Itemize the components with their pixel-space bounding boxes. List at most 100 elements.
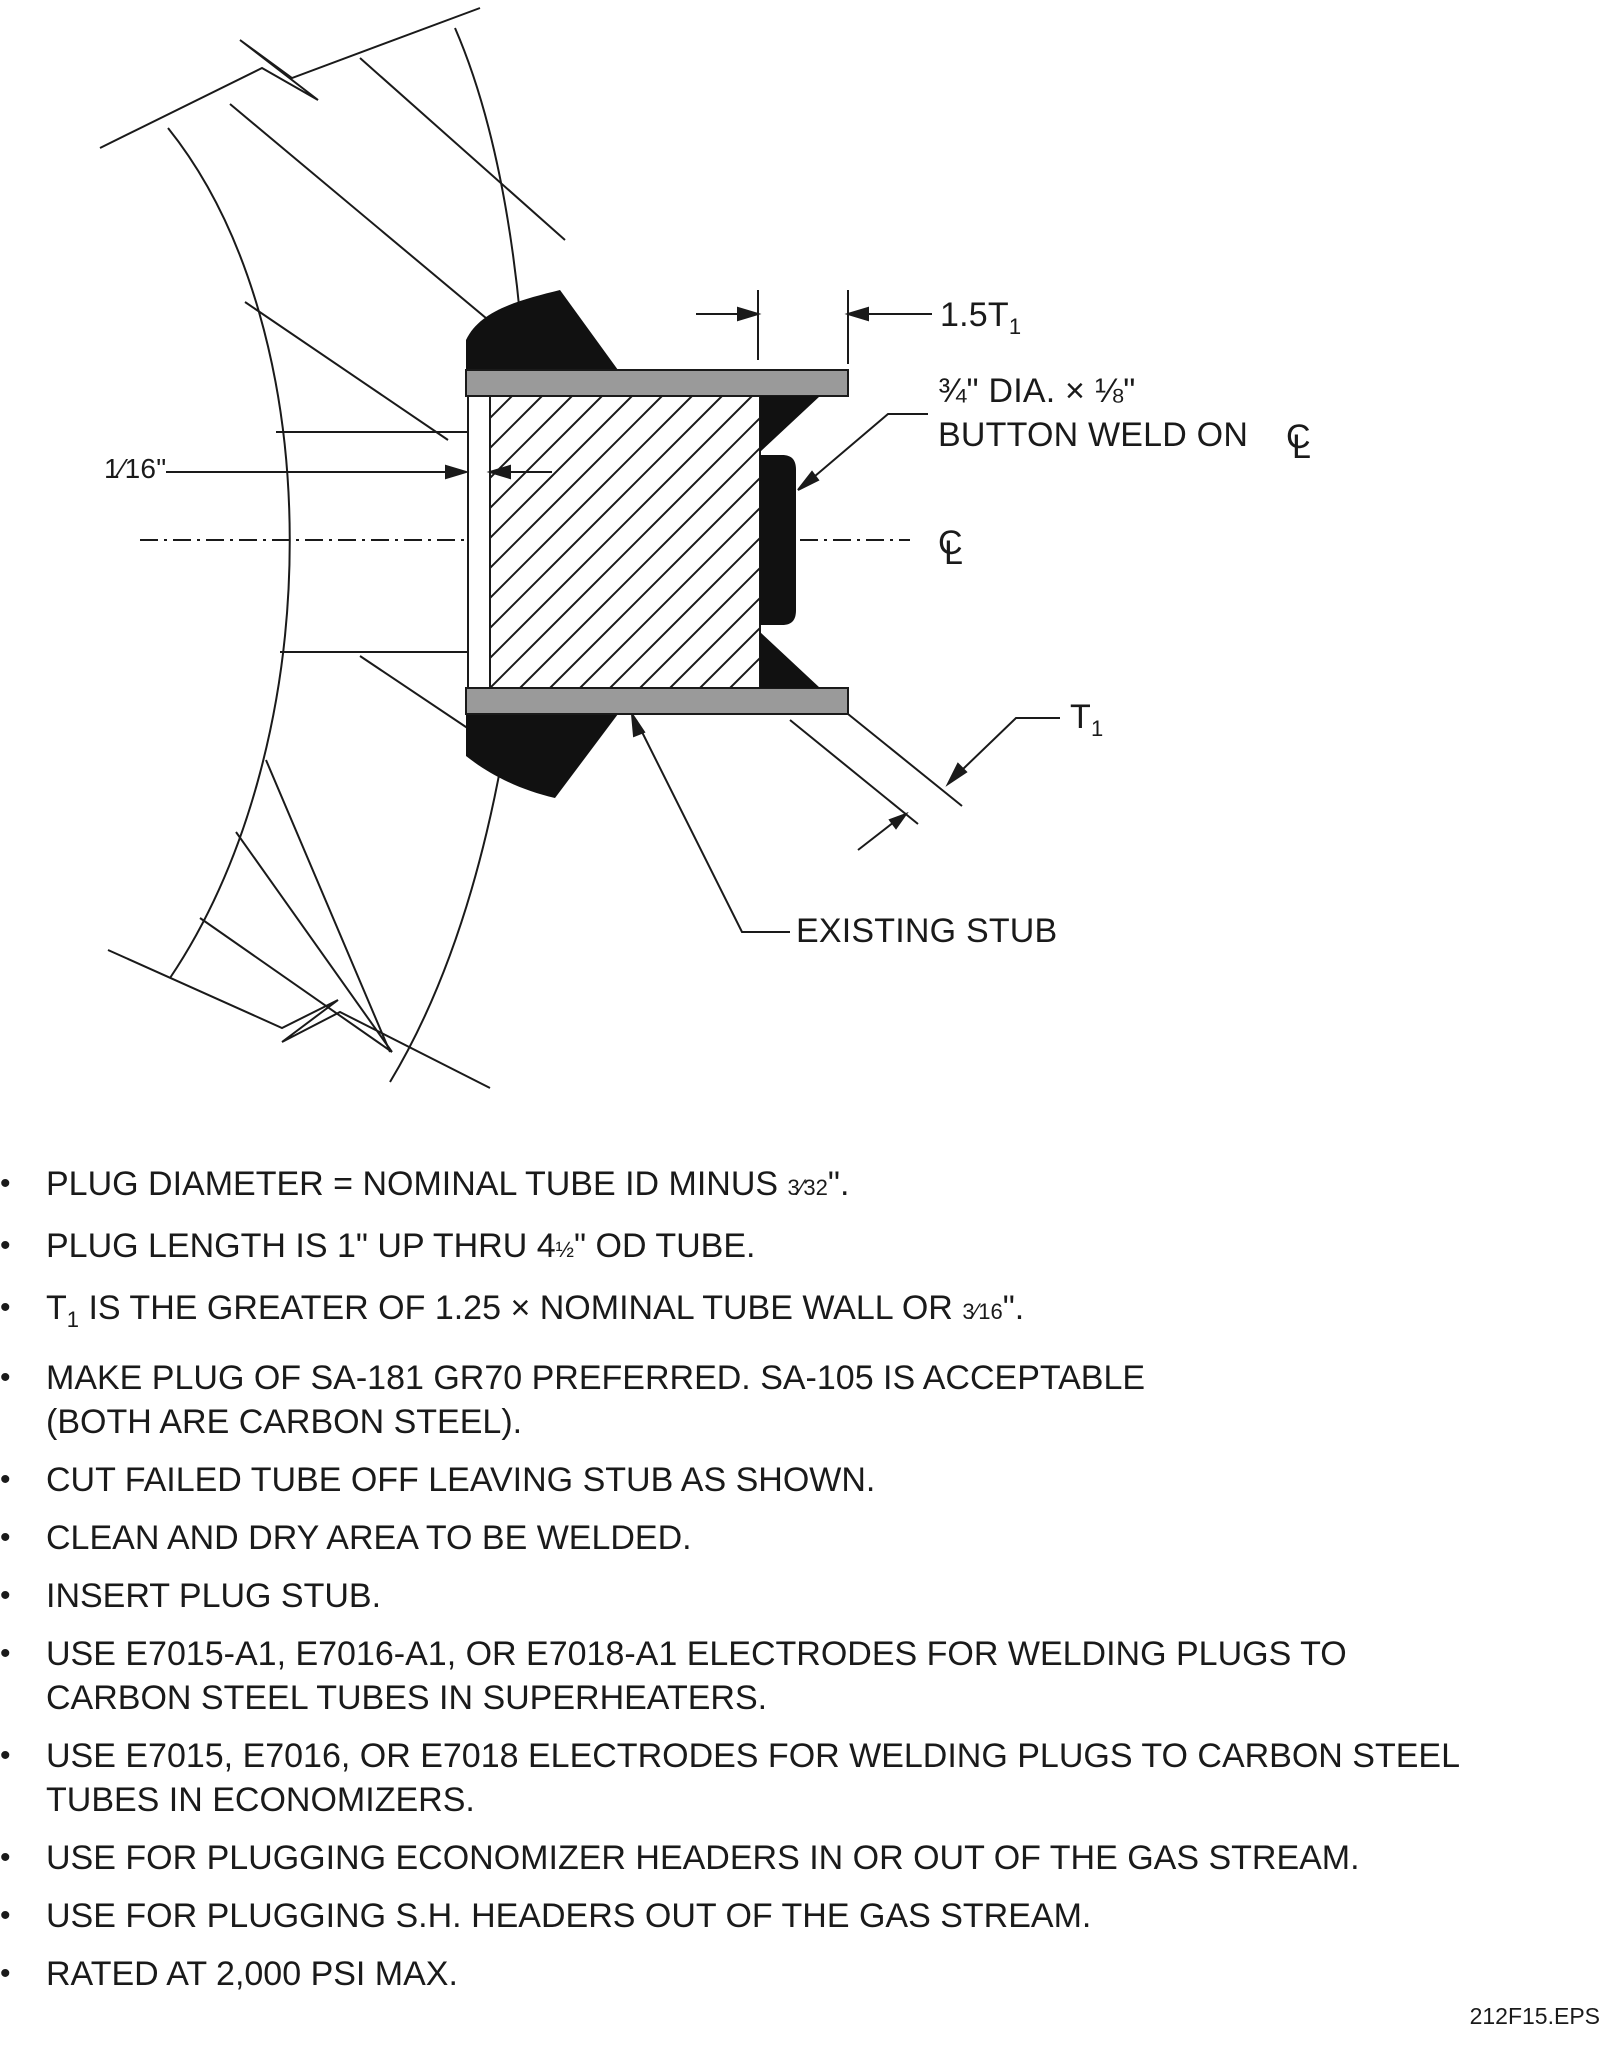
dim-1-5t1 <box>696 290 932 364</box>
bore-hole <box>276 431 468 653</box>
hatch-line <box>490 396 573 480</box>
dim-1-5t1-label: 1.5T1 <box>940 296 1021 346</box>
bullet: • <box>0 1463 11 1496</box>
hatch-line <box>490 396 543 450</box>
note-item: • USE E7015-A1, E7016-A1, OR E7018-A1 ELE… <box>0 1632 1586 1720</box>
button-weld-size: ¾" DIA. × ⅛" <box>938 372 1136 410</box>
hatch-line <box>490 396 663 570</box>
note-item: • PLUG DIAMETER = NOMINAL TUBE ID MINUS 3… <box>0 1162 1586 1210</box>
note-text: ". <box>1002 1289 1025 1327</box>
top-break-line <box>99 7 481 149</box>
note-text-cont: CARBON STEEL TUBES IN SUPERHEATERS. <box>46 1679 768 1717</box>
existing-stub-text: EXISTING STUB <box>796 912 1058 950</box>
note-text: ". <box>827 1165 850 1203</box>
hatch-line <box>490 396 633 540</box>
plug-hatch-lines <box>190 396 760 688</box>
hatch-line <box>609 536 760 688</box>
plug-gap <box>467 395 491 689</box>
t1-text: T <box>1070 698 1091 736</box>
note-text: USE E7015, E7016, OR E7018 ELECTRODES FO… <box>46 1737 1461 1775</box>
note-fraction: ½ <box>555 1237 574 1262</box>
note-text: MAKE PLUG OF SA-181 GR70 PREFERRED. SA-1… <box>46 1359 1146 1397</box>
note-text: PLUG LENGTH IS 1" UP THRU 4 <box>46 1227 556 1265</box>
note-fraction: 3⁄16 <box>962 1299 1003 1324</box>
cl-c: C <box>938 524 963 562</box>
hatch-line <box>490 396 603 510</box>
t1-subscript: 1 <box>1090 716 1104 741</box>
button-weld-label-line2: BUTTON WELD ON <box>938 416 1248 454</box>
bullet: • <box>0 1361 11 1394</box>
hatch-line <box>490 396 723 630</box>
note-item: • USE FOR PLUGGING ECONOMIZER HEADERS IN … <box>0 1836 1586 1880</box>
note-text: T <box>46 1289 67 1327</box>
notes-list: • PLUG DIAMETER = NOMINAL TUBE ID MINUS 3… <box>0 1162 1605 2010</box>
hatch-line <box>579 506 760 688</box>
note-item: • RATED AT 2,000 PSI MAX. <box>0 1952 1586 1996</box>
button-weld-leader <box>797 413 928 491</box>
end-weld-bottom <box>760 632 820 688</box>
note-item: • USE FOR PLUGGING S.H. HEADERS OUT OF TH… <box>0 1894 1586 1938</box>
bullet: • <box>0 1739 11 1772</box>
tube-wall-top <box>465 369 849 397</box>
plug-body <box>190 396 760 688</box>
hatch-line <box>669 596 760 688</box>
note-text: IS THE GREATER OF 1.25 × NOMINAL TUBE WA… <box>79 1289 963 1327</box>
bullet: • <box>0 1579 11 1612</box>
header-weld-bottom <box>466 714 618 798</box>
note-text: USE E7015-A1, E7016-A1, OR E7018-A1 ELEC… <box>46 1635 1347 1673</box>
t1-label: T1 <box>1070 698 1103 748</box>
note-item: • MAKE PLUG OF SA-181 GR70 PREFERRED. SA-… <box>0 1356 1586 1444</box>
note-text: USE FOR PLUGGING S.H. HEADERS OUT OF THE… <box>46 1897 1092 1935</box>
note-text: " OD TUBE. <box>573 1227 756 1265</box>
note-text-cont: TUBES IN ECONOMIZERS. <box>46 1781 475 1819</box>
note-item: • PLUG LENGTH IS 1" UP THRU 4½" OD TUBE. <box>0 1224 1586 1272</box>
note-item: • INSERT PLUG STUB. <box>0 1574 1586 1618</box>
note-text: INSERT PLUG STUB. <box>46 1577 382 1615</box>
file-reference: 212F15.EPS <box>1469 2003 1600 2029</box>
dim-gap <box>166 464 552 480</box>
button-weld-label-line1: ¾" DIA. × ⅛" <box>938 372 1136 410</box>
note-subscript: 1 <box>66 1307 80 1332</box>
note-text: RATED AT 2,000 PSI MAX. <box>46 1955 458 1993</box>
bullet: • <box>0 1167 11 1200</box>
hatch-line <box>490 396 693 600</box>
gap-dim-label: 1⁄16" <box>104 450 166 488</box>
bullet: • <box>0 1291 11 1324</box>
note-item: • CLEAN AND DRY AREA TO BE WELDED. <box>0 1516 1586 1560</box>
header-wall <box>99 7 529 1089</box>
note-text: PLUG DIAMETER = NOMINAL TUBE ID MINUS <box>46 1165 788 1203</box>
note-text: USE FOR PLUGGING ECONOMIZER HEADERS IN O… <box>46 1839 1360 1877</box>
bullet: • <box>0 1521 11 1554</box>
note-text-cont: (BOTH ARE CARBON STEEL). <box>46 1403 523 1441</box>
button-weld-text: BUTTON WELD ON <box>938 416 1249 454</box>
bullet: • <box>0 1957 11 1990</box>
hatch-line <box>549 476 760 688</box>
dim-1-5t1-text: 1.5T <box>940 296 1009 334</box>
tube-wall-bottom <box>465 687 849 715</box>
note-item: • USE E7015, E7016, OR E7018 ELECTRODES F… <box>0 1734 1586 1822</box>
dim-1-5t1-subscript: 1 <box>1008 314 1022 339</box>
existing-stub-label: EXISTING STUB <box>796 912 1057 950</box>
cl-l: L <box>1292 428 1311 466</box>
gap-dim-text: 1⁄16" <box>104 453 167 484</box>
existing-stub-leader <box>631 713 790 933</box>
bullet: • <box>0 1229 11 1262</box>
bullet: • <box>0 1899 11 1932</box>
bullet: • <box>0 1637 11 1670</box>
bullet: • <box>0 1841 11 1874</box>
hatch-line <box>519 446 760 688</box>
note-text: CUT FAILED TUBE OFF LEAVING STUB AS SHOW… <box>46 1461 876 1499</box>
dim-t1 <box>789 713 1060 851</box>
note-item: • T1 IS THE GREATER OF 1.25 × NOMINAL TUB… <box>0 1286 1586 1342</box>
hatch-line <box>490 396 753 660</box>
cl-c: C <box>1286 418 1311 456</box>
note-item: • CUT FAILED TUBE OFF LEAVING STUB AS SHO… <box>0 1458 1586 1502</box>
note-fraction: 3⁄32 <box>787 1175 828 1200</box>
hatch-line <box>190 396 482 688</box>
hatch-line <box>490 416 760 688</box>
cl-l: L <box>944 534 963 572</box>
plug-weld-diagram <box>99 7 1060 1089</box>
note-text: CLEAN AND DRY AREA TO BE WELDED. <box>46 1519 692 1557</box>
end-weld-top <box>760 396 820 452</box>
bottom-break-line <box>107 949 491 1089</box>
